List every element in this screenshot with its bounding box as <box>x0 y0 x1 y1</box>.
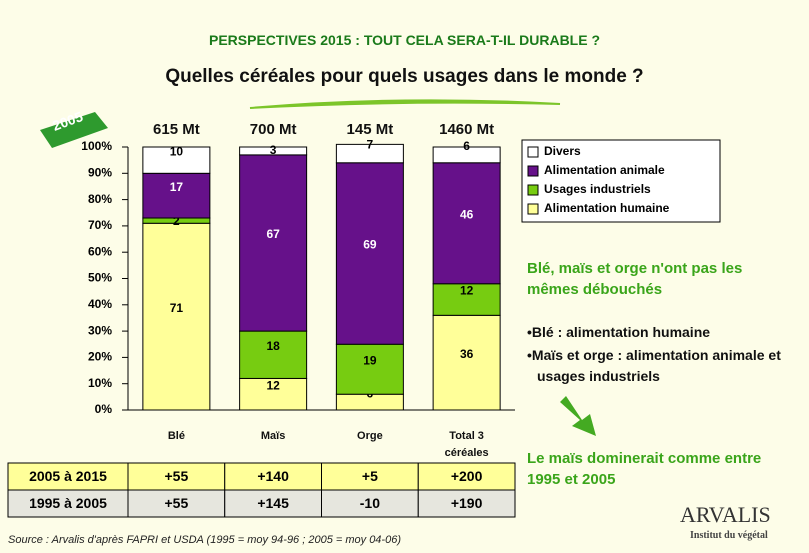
bar-total-label: 145 Mt <box>346 121 394 138</box>
bar-segment <box>335 143 404 164</box>
logo: ARVALIS <box>680 502 771 527</box>
data-label: 69 <box>363 238 377 252</box>
y-tick-label: 50% <box>88 271 112 285</box>
bar-segment <box>432 162 501 285</box>
bar-segment <box>432 314 501 411</box>
table-cell <box>7 462 129 491</box>
data-label: 36 <box>460 347 474 361</box>
data-label: 18 <box>266 339 280 353</box>
header: PERSPECTIVES 2015 : TOUT CELA SERA-T-IL … <box>208 32 601 48</box>
y-tick-label: 90% <box>88 165 112 179</box>
table-cell <box>417 462 516 491</box>
table-text: +190 <box>451 495 483 511</box>
x-tick-label: Blé <box>167 430 185 442</box>
y-tick-label: 30% <box>88 323 112 337</box>
legend-box <box>521 139 721 223</box>
data-label: 6 <box>463 139 470 153</box>
data-label: 46 <box>460 207 474 221</box>
y-tick-label: 70% <box>88 218 112 232</box>
data-label: 67 <box>266 227 280 241</box>
arrow <box>560 396 596 436</box>
legend-swatch <box>527 165 539 177</box>
table-text: +140 <box>257 468 289 484</box>
bar-segment <box>239 330 308 379</box>
y-tick-label: 0% <box>95 402 113 416</box>
data-label: 7 <box>367 138 374 152</box>
table-text: 1995 à 2005 <box>29 495 107 511</box>
bar-segment <box>142 172 211 219</box>
side-bullet: •Blé : alimentation humaine <box>527 324 711 340</box>
bar-total-label: 1460 Mt <box>439 121 495 138</box>
legend-label: Alimentation animale <box>544 163 665 177</box>
table-cell <box>417 489 516 518</box>
bar-segment <box>239 154 308 332</box>
y-tick-label: 60% <box>88 244 112 258</box>
table-cell <box>127 489 226 518</box>
table-cell <box>7 489 129 518</box>
bar-total-label: 615 Mt <box>153 121 200 138</box>
side-bullet: •Maïs et orge : alimentation animale et … <box>527 347 781 384</box>
table-text: +55 <box>165 468 189 484</box>
table-text: +200 <box>451 468 483 484</box>
table-text: +55 <box>165 495 189 511</box>
bar-segment <box>432 146 501 164</box>
y-tick-label: 10% <box>88 376 112 390</box>
bar-segment <box>239 146 308 156</box>
legend-label: Alimentation humaine <box>544 201 670 215</box>
logo-tagline: Institut du végétal <box>690 530 768 541</box>
y-tick-label: 40% <box>88 297 112 311</box>
bar-segment <box>142 222 211 411</box>
bar-total-label: 700 Mt <box>249 121 297 138</box>
data-label: 12 <box>266 378 280 392</box>
data-label: 71 <box>170 301 184 315</box>
table-text: +5 <box>362 468 378 484</box>
legend-label: Divers <box>544 144 581 158</box>
legend-label: Usages industriels <box>544 182 651 196</box>
title-underline <box>249 99 561 109</box>
table-cell <box>321 489 419 518</box>
chart-title: Quelles céréales pour quels usages dans … <box>165 66 644 87</box>
data-label: 3 <box>270 143 277 157</box>
x-tick-label: Maïs <box>260 430 286 442</box>
legend-swatch <box>527 146 539 158</box>
table-text: 2005 à 2015 <box>29 468 107 484</box>
data-label: 19 <box>363 353 377 367</box>
side-conclusion: Le maïs dominerait comme entre 1995 et 2… <box>527 450 762 488</box>
y-tick-label: 80% <box>88 192 112 206</box>
source: Source : Arvalis d'après FAPRI et USDA (… <box>8 534 401 546</box>
bar-segment <box>335 162 404 345</box>
x-tick-label: Orge <box>357 430 383 442</box>
y-tick-label: 100% <box>81 139 112 153</box>
x-tick-label: Total 3 céréales <box>444 430 489 459</box>
badge-shape <box>40 112 108 148</box>
data-label: 10 <box>170 144 184 158</box>
legend-swatch <box>527 203 539 215</box>
bar-segment <box>142 146 211 174</box>
side-headline: Blé, maïs et orge n'ont pas les mêmes dé… <box>527 260 743 298</box>
table-text: -10 <box>360 495 380 511</box>
y-tick-label: 20% <box>88 350 112 364</box>
legend-swatch <box>527 184 539 196</box>
data-label: 17 <box>170 180 184 194</box>
table-text: +145 <box>257 495 289 511</box>
bar-segment <box>335 343 404 395</box>
data-label: 2 <box>173 214 180 228</box>
bar-segment <box>239 377 308 411</box>
data-label: 12 <box>460 284 474 298</box>
